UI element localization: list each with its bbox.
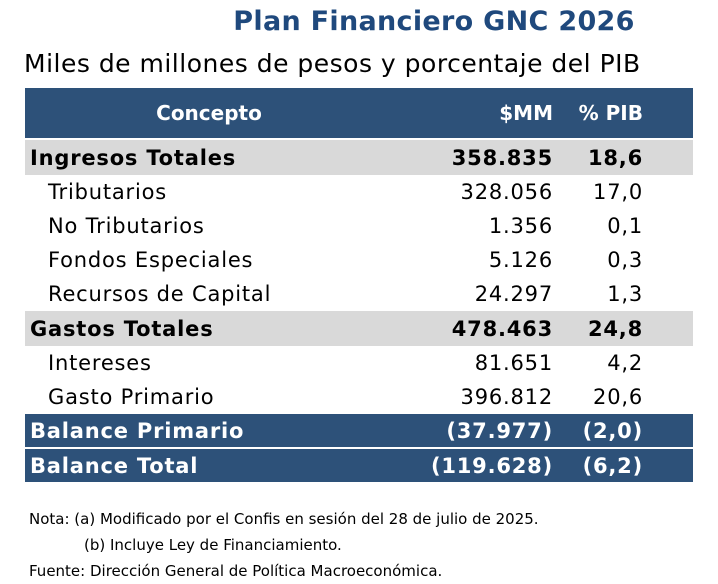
note-a: Nota: (a) Modificado por el Confis en se… xyxy=(29,510,539,528)
row-mm: 5.126 xyxy=(488,248,553,272)
table-row: Fondos Especiales 5.126 0,3 xyxy=(25,243,693,277)
row-label: Gastos Totales xyxy=(30,316,214,341)
row-pib: 1,3 xyxy=(607,282,643,306)
table-row: Gasto Primario 396.812 20,6 xyxy=(25,380,693,414)
row-label: Tributarios xyxy=(48,180,168,204)
row-mm: 478.463 xyxy=(451,316,553,341)
header-concepto: Concepto xyxy=(156,101,262,125)
row-mm: 396.812 xyxy=(460,385,553,409)
row-label: Recursos de Capital xyxy=(48,282,272,306)
table-row: Intereses 81.651 4,2 xyxy=(25,346,693,380)
note-b: (b) Incluye Ley de Financiamiento. xyxy=(84,536,342,554)
row-label: Ingresos Totales xyxy=(30,145,237,170)
row-mm: 24.297 xyxy=(474,282,553,306)
row-mm: 358.835 xyxy=(451,145,553,170)
table-row: Tributarios 328.056 17,0 xyxy=(25,175,693,209)
table-row: Balance Total (119.628) (6,2) xyxy=(25,449,693,482)
row-label: Balance Total xyxy=(30,453,199,478)
row-pib: 4,2 xyxy=(607,351,643,375)
row-pib: 20,6 xyxy=(593,385,643,409)
row-pib: 0,1 xyxy=(607,214,643,238)
row-label: Intereses xyxy=(48,351,152,375)
header-mm: $MM xyxy=(499,101,553,125)
table-row: Recursos de Capital 24.297 1,3 xyxy=(25,277,693,311)
row-label: Gasto Primario xyxy=(48,385,215,409)
table-row: Balance Primario (37.977) (2,0) xyxy=(25,414,693,447)
header-pib: % PIB xyxy=(578,101,643,125)
footnotes: Nota: (a) Modificado por el Confis en se… xyxy=(29,506,539,584)
row-label: Fondos Especiales xyxy=(48,248,254,272)
page-subtitle: Miles de millones de pesos y porcentaje … xyxy=(24,49,641,78)
source-note: Fuente: Dirección General de Política Ma… xyxy=(29,562,443,580)
row-mm: 81.651 xyxy=(474,351,553,375)
table-row: No Tributarios 1.356 0,1 xyxy=(25,209,693,243)
table-header-row: Concepto $MM % PIB xyxy=(25,88,693,138)
row-mm: (119.628) xyxy=(430,453,553,478)
row-label: No Tributarios xyxy=(48,214,205,238)
row-mm: 1.356 xyxy=(488,214,553,238)
row-mm: (37.977) xyxy=(446,418,553,443)
row-label: Balance Primario xyxy=(30,418,245,443)
row-pib: 24,8 xyxy=(587,316,643,341)
row-pib: 17,0 xyxy=(593,180,643,204)
row-mm: 328.056 xyxy=(460,180,553,204)
financial-plan-table: Concepto $MM % PIB Ingresos Totales 358.… xyxy=(25,88,693,482)
table-row: Gastos Totales 478.463 24,8 xyxy=(25,311,693,346)
row-pib: 18,6 xyxy=(587,145,643,170)
row-pib: 0,3 xyxy=(607,248,643,272)
row-pib: (2,0) xyxy=(582,418,643,443)
table-row: Ingresos Totales 358.835 18,6 xyxy=(25,140,693,175)
row-pib: (6,2) xyxy=(582,453,643,478)
page-title: Plan Financiero GNC 2026 xyxy=(233,6,635,37)
